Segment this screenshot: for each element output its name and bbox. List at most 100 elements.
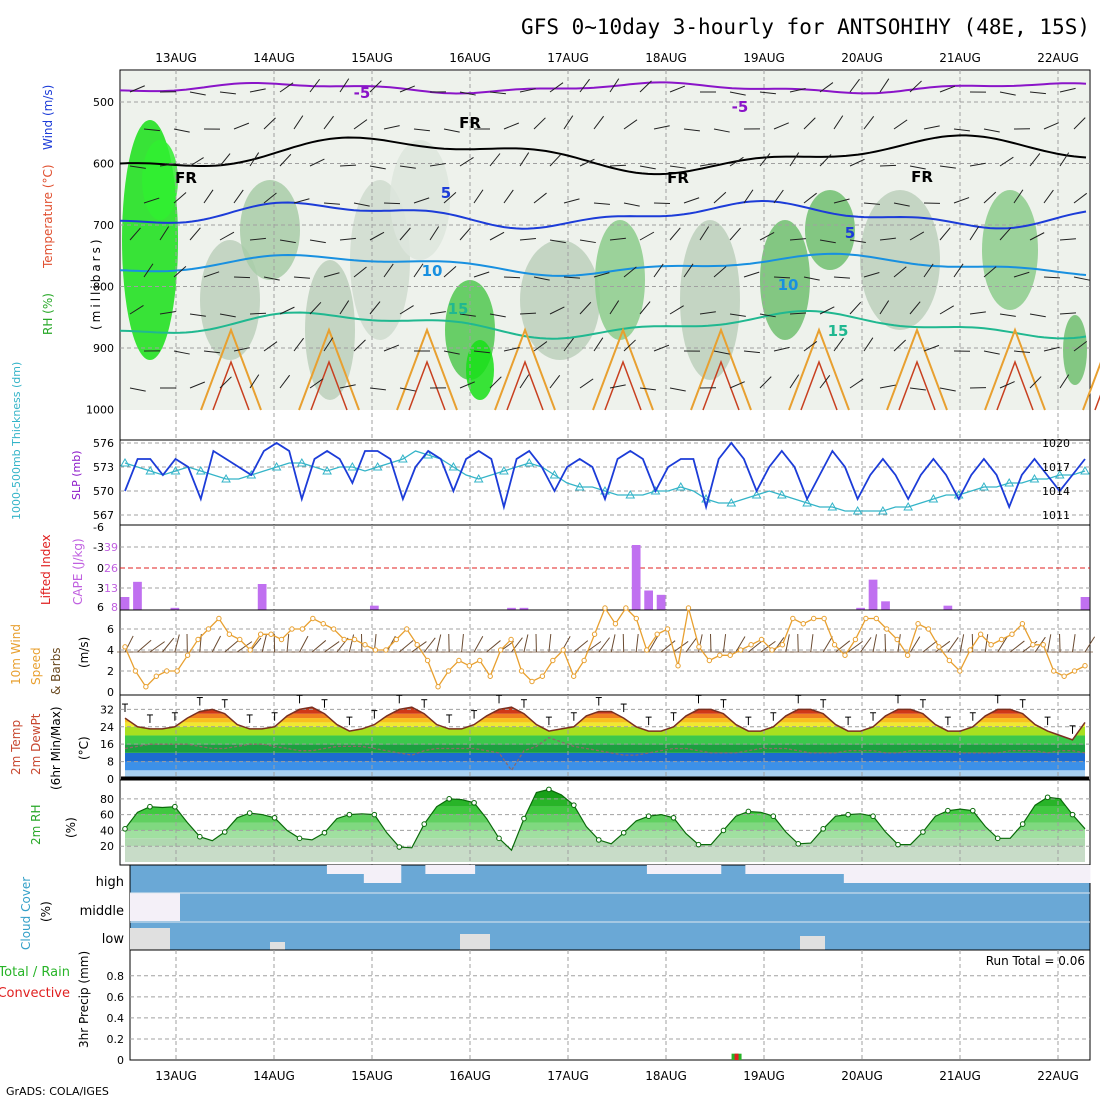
wind-speed-point	[311, 616, 315, 620]
wind-speed-point	[1083, 664, 1087, 668]
cape-bar	[133, 582, 142, 610]
rh-point	[1045, 795, 1050, 800]
low-cloud-cell	[130, 928, 170, 950]
tick-label: 16	[100, 738, 114, 751]
precip-label-a: Total / Rain	[0, 965, 70, 980]
tick-label: 6	[107, 623, 114, 636]
rh-point	[572, 803, 577, 808]
cape-bar	[258, 584, 267, 610]
wind-speed-point	[874, 616, 878, 620]
wind-speed-point	[300, 627, 304, 631]
date-label: 14AUG	[253, 51, 295, 65]
rh-point	[621, 830, 626, 835]
rh-point	[995, 836, 1000, 841]
wind-speed-point	[958, 669, 962, 673]
tick-label: 0.2	[107, 1033, 125, 1046]
rh-point	[796, 842, 801, 847]
rh-point	[222, 830, 227, 835]
wind-speed-point	[905, 653, 909, 657]
rh-point	[1020, 822, 1025, 827]
rh-blob	[982, 190, 1038, 310]
date-label: 13AUG	[155, 1069, 197, 1083]
cloud-cell	[1053, 865, 1066, 883]
cloud-cell	[438, 865, 451, 874]
wind-barb	[880, 165, 896, 166]
cloud-cell	[659, 865, 672, 874]
wind-speed-point	[227, 632, 231, 636]
rh-point	[921, 830, 926, 835]
wind-speed-point	[634, 616, 638, 620]
tick-label: 60	[100, 809, 114, 822]
cape-label: CAPE (J/kg)	[71, 538, 85, 605]
date-label: 20AUG	[841, 1069, 883, 1083]
cloud-cell	[881, 865, 894, 883]
wind-speed-point	[467, 664, 471, 668]
rh-point	[422, 822, 427, 827]
cloud-level-low: low	[102, 932, 125, 947]
date-label: 19AUG	[743, 51, 785, 65]
wind-speed-point	[258, 632, 262, 636]
wind-speed-point	[1041, 643, 1045, 647]
cloud-cell	[758, 865, 771, 874]
wind-speed-point	[978, 632, 982, 636]
wind-speed-point	[926, 627, 930, 631]
wind-speed-point	[1072, 669, 1076, 673]
contour-label: 10	[778, 276, 799, 294]
cloud-cell	[795, 865, 808, 874]
rh-point	[347, 812, 352, 817]
date-label: 14AUG	[253, 1069, 295, 1083]
rh-point	[272, 815, 277, 820]
wind-speed-point	[352, 637, 356, 641]
tick-label: 80	[100, 793, 114, 806]
wind-speed-point	[405, 627, 409, 631]
date-label: 17AUG	[547, 51, 589, 65]
wind-speed-point	[206, 627, 210, 631]
contour-label: FR	[175, 169, 197, 187]
wind-speed-point	[822, 616, 826, 620]
rh-point	[447, 797, 452, 802]
low-cloud-cell	[460, 934, 490, 950]
contour-label: 10	[422, 262, 443, 280]
rh-point	[970, 808, 975, 813]
rh-point	[372, 812, 377, 817]
cloud-cell	[376, 865, 389, 883]
cape-bar	[632, 545, 641, 610]
wind-speed-point	[895, 637, 899, 641]
rh-point	[946, 808, 951, 813]
cloud-cell	[893, 865, 906, 883]
date-label: 22AUG	[1037, 51, 1079, 65]
tick-label: 4	[107, 644, 114, 657]
date-label: 18AUG	[645, 1069, 687, 1083]
cloud-cell	[364, 865, 377, 883]
wind-speed-point	[989, 643, 993, 647]
cloud-cell	[967, 865, 980, 883]
cloud-level-high: high	[96, 875, 124, 890]
cloud-cell	[1078, 865, 1091, 883]
date-label: 20AUG	[841, 51, 883, 65]
cloud-label: Cloud Cover	[19, 877, 33, 950]
rh-point	[472, 800, 477, 805]
wind-speed-point	[551, 658, 555, 662]
cloud-cell	[856, 865, 869, 883]
cloud-cell	[844, 865, 857, 883]
rh-point	[547, 787, 552, 792]
wind-speed-point	[947, 658, 951, 662]
run-total: Run Total = 0.06	[986, 954, 1085, 968]
tick-label: 8	[111, 601, 118, 614]
rh-point	[522, 816, 527, 821]
rh-point	[148, 804, 153, 809]
rh-point	[297, 836, 302, 841]
contour-label: 5	[845, 224, 855, 242]
cloud-cell	[745, 865, 758, 874]
lifted-index-label: Lifted Index	[39, 534, 53, 605]
wind-speed-point	[123, 645, 127, 649]
below-surface	[121, 410, 1089, 439]
wind-barb	[504, 277, 520, 278]
wind-speed-point	[791, 616, 795, 620]
tick-label: 700	[93, 219, 114, 232]
cloud-cell	[979, 865, 992, 883]
